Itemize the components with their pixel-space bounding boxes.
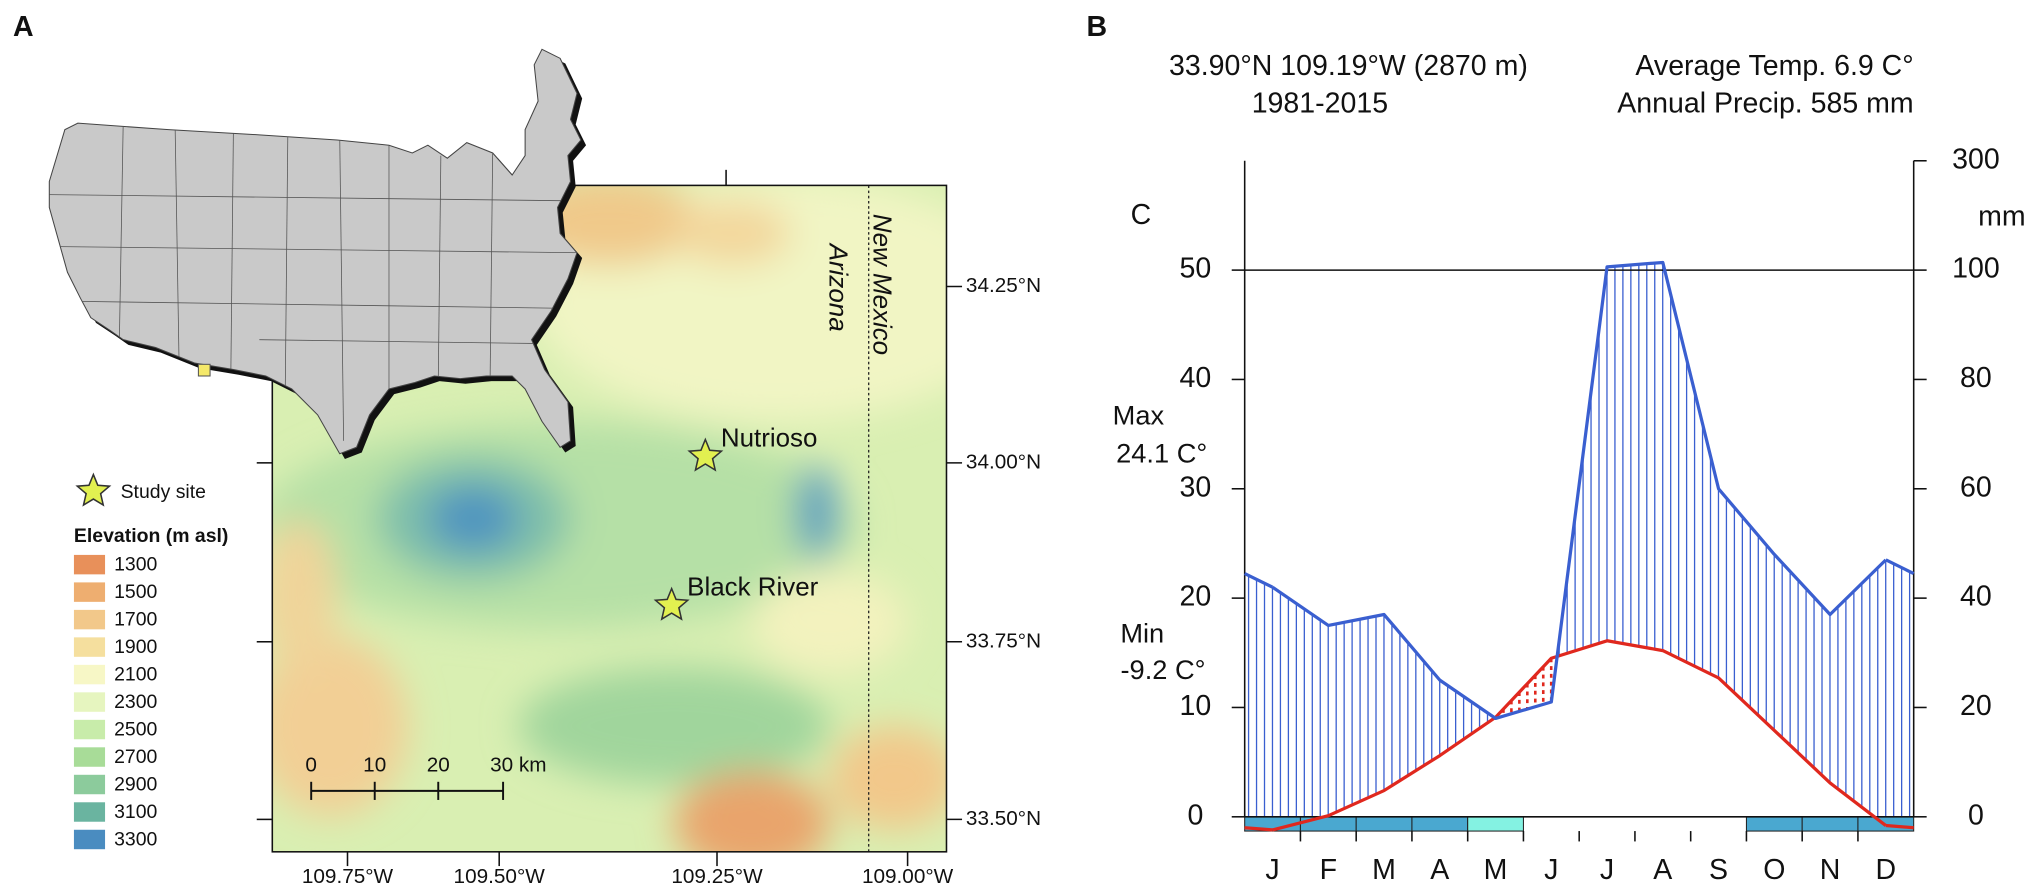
x-tick-label: J — [1544, 854, 1558, 886]
annotation: Min — [1120, 617, 1164, 648]
legend-title: Elevation (m asl) — [74, 525, 228, 547]
lat-label: 33.75°N — [966, 629, 1041, 652]
map-frame — [271, 184, 948, 853]
chart-subtitle: 1981-2015 — [1252, 88, 1388, 120]
legend-label: 2900 — [114, 773, 157, 795]
y2-tick-label: 0 — [1968, 799, 1984, 831]
us-inset — [48, 48, 587, 459]
site-label: Black River — [687, 573, 818, 601]
legend-swatch — [73, 554, 106, 575]
annotation: Annual Precip. 585 mm — [1617, 88, 1913, 120]
legend-label: 1500 — [114, 581, 157, 603]
frost-cell — [1355, 816, 1413, 832]
panel-label: B — [1087, 11, 1108, 43]
lon-label: 109.50°W — [454, 865, 546, 888]
chart-title: 33.90°N 109.19°W (2870 m) — [1169, 50, 1528, 82]
line-wrap — [1243, 558, 1915, 589]
legend-swatch — [73, 582, 106, 602]
lon-label: 109.00°W — [862, 865, 954, 888]
series-line — [1271, 260, 1887, 721]
y-tick-label: 20 — [1180, 581, 1212, 613]
legend-swatch — [73, 829, 106, 850]
lat-label: 33.50°N — [966, 807, 1041, 830]
scale-label: 30 km — [490, 754, 546, 777]
x-tick-label: M — [1372, 854, 1396, 886]
legend-label: 2700 — [114, 746, 157, 768]
legend-label: 2500 — [114, 718, 157, 740]
site-marker — [687, 437, 724, 472]
site-label: Nutrioso — [721, 424, 818, 452]
scale-label: 0 — [305, 754, 317, 777]
annotation: 24.1 C° — [1116, 437, 1207, 468]
legend-swatch — [73, 637, 106, 657]
x-tick-label: D — [1876, 854, 1897, 886]
lon-label: 109.25°W — [671, 865, 763, 888]
x-tick-label: N — [1820, 854, 1841, 886]
legend-swatch — [73, 692, 106, 712]
y-tick-label: 50 — [1180, 253, 1212, 285]
legend-label: 1900 — [114, 636, 157, 658]
scale-label: 20 — [427, 754, 450, 777]
x-tick-label: S — [1709, 854, 1728, 886]
frost-cell — [1467, 816, 1524, 832]
line-wrap — [1244, 823, 1914, 832]
legend-label: 3300 — [114, 828, 157, 850]
legend-label: 2100 — [114, 663, 157, 685]
annotation: -9.2 C° — [1120, 654, 1205, 685]
annotation: Average Temp. 6.9 C° — [1635, 50, 1913, 82]
scale-label: 10 — [363, 754, 386, 777]
legend-swatch — [73, 747, 106, 767]
x-tick-label: O — [1763, 854, 1785, 886]
legend-swatch — [73, 802, 106, 822]
y-tick-label: 40 — [1180, 362, 1212, 394]
x-tick-label: J — [1265, 854, 1279, 886]
frost-cell — [1299, 816, 1357, 832]
state-label: Arizona — [823, 242, 851, 332]
frost-cell — [1801, 816, 1859, 832]
y2-tick-label: 20 — [1960, 690, 1992, 722]
x-tick-label: M — [1484, 854, 1508, 886]
lon-label: 109.75°W — [302, 865, 394, 888]
y2-tick-label: 80 — [1960, 362, 1992, 394]
x-tick-label: A — [1430, 854, 1449, 886]
state-label: New Mexico — [868, 214, 896, 355]
y2-axis-label: mm — [1978, 200, 2026, 232]
y2-tick-label: 300 — [1952, 143, 2000, 175]
legend-label: 1300 — [114, 553, 157, 575]
panel-label: A — [13, 11, 34, 43]
frost-cell — [1411, 816, 1469, 832]
legend-swatch — [73, 664, 106, 685]
legend-swatch — [73, 609, 106, 630]
legend-label: 2300 — [114, 691, 157, 713]
legend-label: 1700 — [114, 608, 157, 630]
legend-swatch — [73, 719, 106, 740]
y-tick-label: 10 — [1180, 690, 1212, 722]
site-marker — [653, 586, 690, 621]
legend-label: Study site — [121, 481, 206, 503]
x-tick-label: A — [1653, 854, 1672, 886]
y-axis-label: C — [1131, 199, 1152, 231]
legend-marker — [75, 472, 112, 507]
x-tick-label: F — [1320, 854, 1337, 886]
legend-swatch — [73, 774, 106, 795]
y2-tick-label: 60 — [1960, 471, 1992, 503]
x-tick-label: J — [1600, 854, 1614, 886]
y-tick-label: 30 — [1180, 471, 1212, 503]
frost-cell — [1745, 816, 1803, 832]
y2-tick-label: 40 — [1960, 581, 1992, 613]
scale-bar — [310, 781, 505, 800]
legend-label: 3100 — [114, 801, 157, 823]
lat-label: 34.00°N — [966, 450, 1041, 473]
annotation: Max — [1113, 400, 1165, 431]
y-tick-label: 0 — [1187, 799, 1203, 831]
series-line — [1272, 639, 1887, 832]
y2-tick-label: 100 — [1952, 253, 2000, 285]
lat-label: 34.25°N — [966, 274, 1041, 297]
